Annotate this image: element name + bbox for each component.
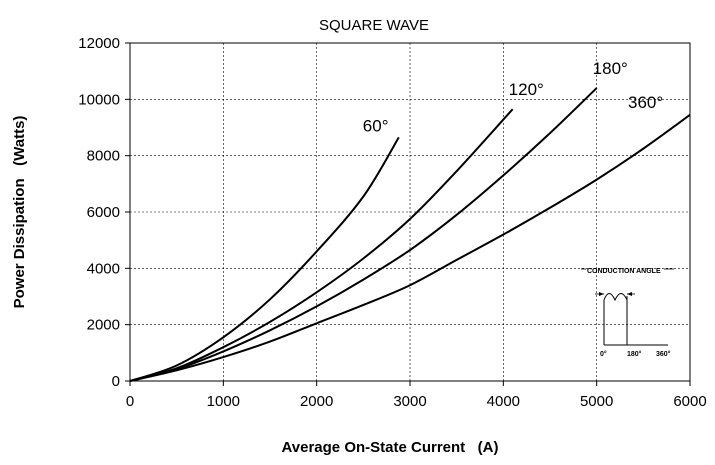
inset-tick-360: 360° xyxy=(656,350,671,358)
y-tick-label: 12000 xyxy=(78,35,120,52)
x-tick-label: 0 xyxy=(126,393,134,410)
inset-title: CONDUCTION ANGLE xyxy=(587,268,661,275)
curve-2 xyxy=(129,87,598,382)
grid xyxy=(130,43,690,381)
y-tick-label: 2000 xyxy=(87,317,120,334)
curve-label-2: 180° xyxy=(593,59,628,78)
curve-label-0: 60° xyxy=(363,116,389,135)
y-tick-label: 6000 xyxy=(87,204,120,221)
x-tick-label: 6000 xyxy=(673,393,706,410)
curve-1 xyxy=(129,108,514,382)
curves xyxy=(129,87,691,382)
x-tick-label: 2000 xyxy=(300,393,333,410)
x-tick-label: 5000 xyxy=(580,393,613,410)
y-tick-label: 10000 xyxy=(78,91,120,108)
y-tick-label: 4000 xyxy=(87,260,120,277)
y-tick-labels: 0 2000 4000 6000 8000 10000 12000 xyxy=(78,35,130,390)
y-axis-label: Power Dissipation (Watts) xyxy=(11,116,28,309)
curve-label-3: 360° xyxy=(628,93,663,112)
y-tick-label: 0 xyxy=(112,373,120,390)
curve-label-1: 120° xyxy=(509,80,544,99)
x-axis-label: Average On-State Current (A) xyxy=(282,439,499,456)
x-tick-label: 1000 xyxy=(207,393,240,410)
inset-tick-0: 0° xyxy=(600,350,607,358)
curve-3 xyxy=(129,114,691,382)
x-tick-label: 3000 xyxy=(393,393,426,410)
curve-labels: 60° 120° 180°360° xyxy=(363,59,663,135)
inset-tick-180: 180° xyxy=(627,350,642,358)
y-tick-label: 8000 xyxy=(87,148,120,165)
conduction-angle-inset: CONDUCTION ANGLE 0° 180° 360° xyxy=(581,268,674,358)
x-tick-label: 4000 xyxy=(487,393,520,410)
x-tick-labels: 0 1000 2000 3000 4000 5000 6000 xyxy=(126,381,707,410)
curve-0 xyxy=(129,136,400,382)
chart-title: SQUARE WAVE xyxy=(319,17,429,34)
